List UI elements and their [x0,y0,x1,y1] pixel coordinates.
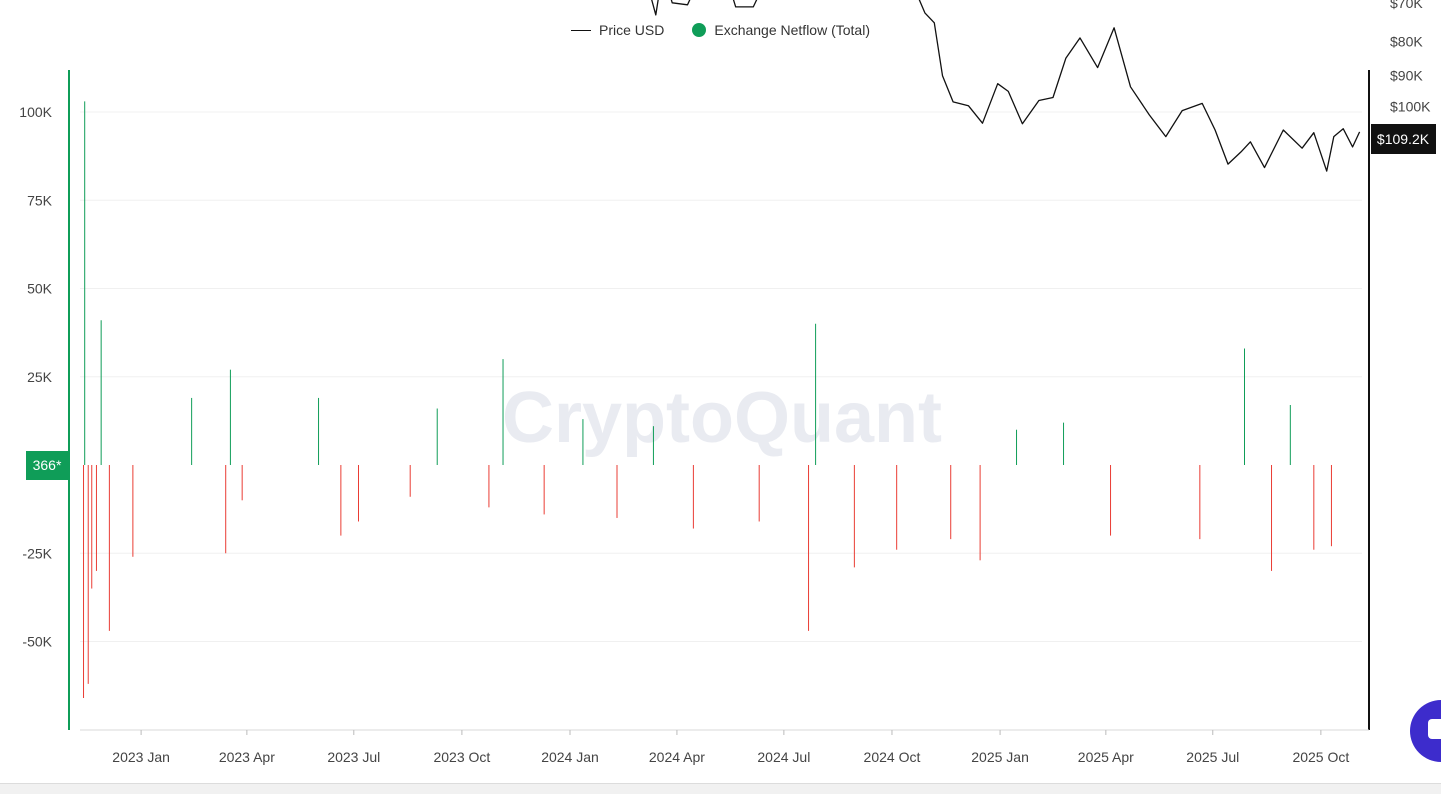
x-tick-label: 2024 Apr [649,749,705,765]
right-tick-label: $70K [1390,0,1423,11]
legend-item-price[interactable]: Price USD [571,22,664,38]
left-tick-label: 25K [27,369,53,385]
x-tick-label: 2025 Jan [971,749,1029,765]
x-tick-label: 2023 Apr [219,749,275,765]
price-badge-text: $109.2K [1377,131,1430,147]
grid [80,111,1362,642]
horizontal-scrollbar[interactable] [0,783,1441,794]
left-tick-label: 100K [19,104,52,120]
left-value-badge [26,451,69,480]
left-tick-label: -50K [22,634,52,650]
netflow-bars [83,101,1332,698]
price-badge [1371,124,1436,154]
right-tick-label: $80K [1390,34,1423,50]
watermark: CryptoQuant [502,378,942,458]
price-line-group [651,0,1361,172]
tick-labels: 100K75K50K25K-25K-50K$100K$90K$80K$70K$6… [19,0,1431,765]
legend-label-price: Price USD [599,22,665,38]
x-tick-label: 2024 Jan [541,749,599,765]
chat-bubble-icon [1428,719,1441,739]
x-tick-label: 2025 Oct [1292,749,1349,765]
x-tick-label: 2023 Oct [433,749,490,765]
axis-badges: 366* $109.2K [26,124,1436,480]
left-tick-label: 75K [27,192,53,208]
x-tick-label: 2023 Jan [112,749,170,765]
left-tick-label: 50K [27,281,53,297]
x-tick-label: 2024 Jul [757,749,810,765]
left-tick-label: -25K [22,545,52,561]
dot-swatch-icon [692,23,707,37]
chart-legend: Price USD Exchange Netflow (Total) [0,18,1441,42]
line-swatch-icon [571,29,591,31]
price-line [651,0,1361,172]
x-tick-label: 2024 Oct [864,749,921,765]
x-tick-label: 2023 Jul [327,749,380,765]
right-tick-label: $100K [1390,98,1431,114]
left-value-badge-text: 366* [33,457,62,473]
right-tick-label: $90K [1390,68,1423,84]
axes [68,70,1370,731]
legend-label-netflow: Exchange Netflow (Total) [714,22,870,38]
legend-item-netflow[interactable]: Exchange Netflow (Total) [692,22,870,38]
x-tick-label: 2025 Jul [1186,749,1239,765]
x-tick-label: 2025 Apr [1078,749,1134,765]
